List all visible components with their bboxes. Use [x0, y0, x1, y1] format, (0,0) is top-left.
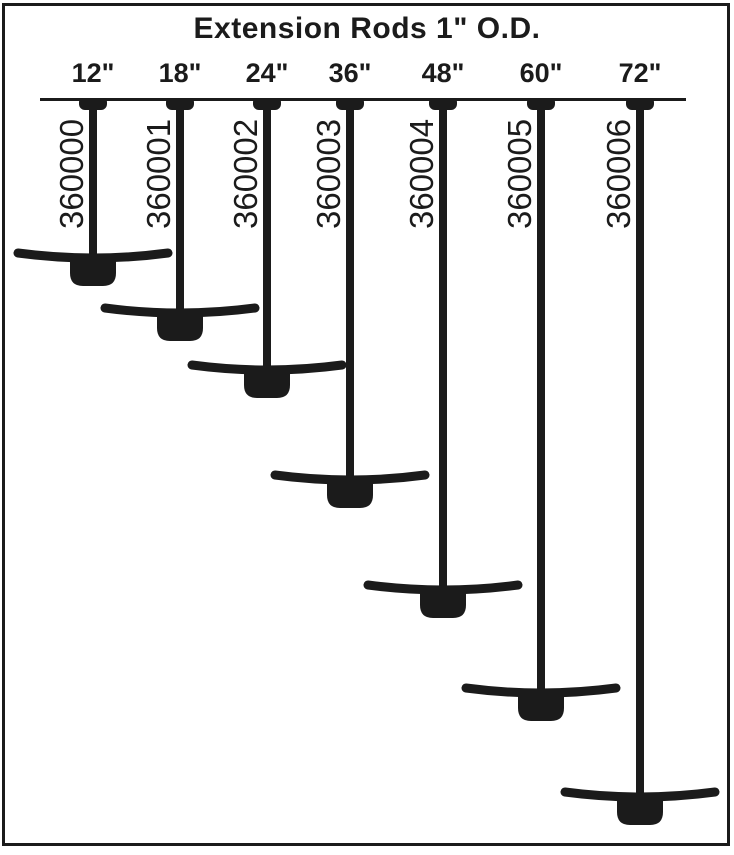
fan-motor-housing-shape [70, 259, 116, 286]
rod-length-label: 24" [245, 58, 289, 88]
ceiling-fan-icon [363, 580, 523, 618]
fan-motor-housing-shape [244, 371, 290, 398]
fan-motor-housing-shape [157, 314, 203, 341]
ceiling-fan-icon [461, 683, 621, 721]
fan-blades-shape [100, 303, 260, 318]
fan-motor-housing-shape [327, 481, 373, 508]
rod-length-label: 36" [328, 58, 372, 88]
extension-rod [89, 98, 97, 260]
ceiling-fan-icon [187, 360, 347, 398]
fan-blades-shape [363, 580, 523, 595]
ceiling-fan-icon [270, 470, 430, 508]
ceiling-fan-icon [13, 248, 173, 286]
part-number-label: 360002 [227, 118, 264, 229]
rod-length-label: 12" [71, 58, 115, 88]
extension-rod [537, 98, 545, 695]
part-number-label: 360001 [140, 118, 177, 229]
fan-motor-housing-shape [617, 798, 663, 825]
fan-blades-shape [270, 470, 430, 485]
rod-length-label: 72" [618, 58, 662, 88]
rod-length-label: 18" [158, 58, 202, 88]
extension-rod [439, 98, 447, 592]
ceiling-fan-icon [100, 303, 260, 341]
fan-blades-shape [560, 787, 720, 802]
part-number-label: 360004 [403, 118, 440, 229]
fan-motor-housing-shape [420, 591, 466, 618]
diagram-title: Extension Rods 1" O.D. [193, 12, 541, 45]
part-number-label: 360003 [310, 118, 347, 229]
part-number-label: 360000 [53, 118, 90, 229]
extension-rod [636, 98, 644, 799]
extension-rod [346, 98, 354, 482]
extension-rod [263, 98, 271, 372]
part-number-label: 360005 [501, 118, 538, 229]
fan-blades-shape [461, 683, 621, 698]
rod-length-label: 48" [421, 58, 465, 88]
fan-motor-housing-shape [518, 694, 564, 721]
fan-blades-shape [187, 360, 347, 375]
fan-blades-shape [13, 248, 173, 263]
ceiling-fan-icon [560, 787, 720, 825]
part-number-label: 360006 [600, 118, 637, 229]
extension-rod [176, 98, 184, 315]
rod-length-label: 60" [519, 58, 563, 88]
